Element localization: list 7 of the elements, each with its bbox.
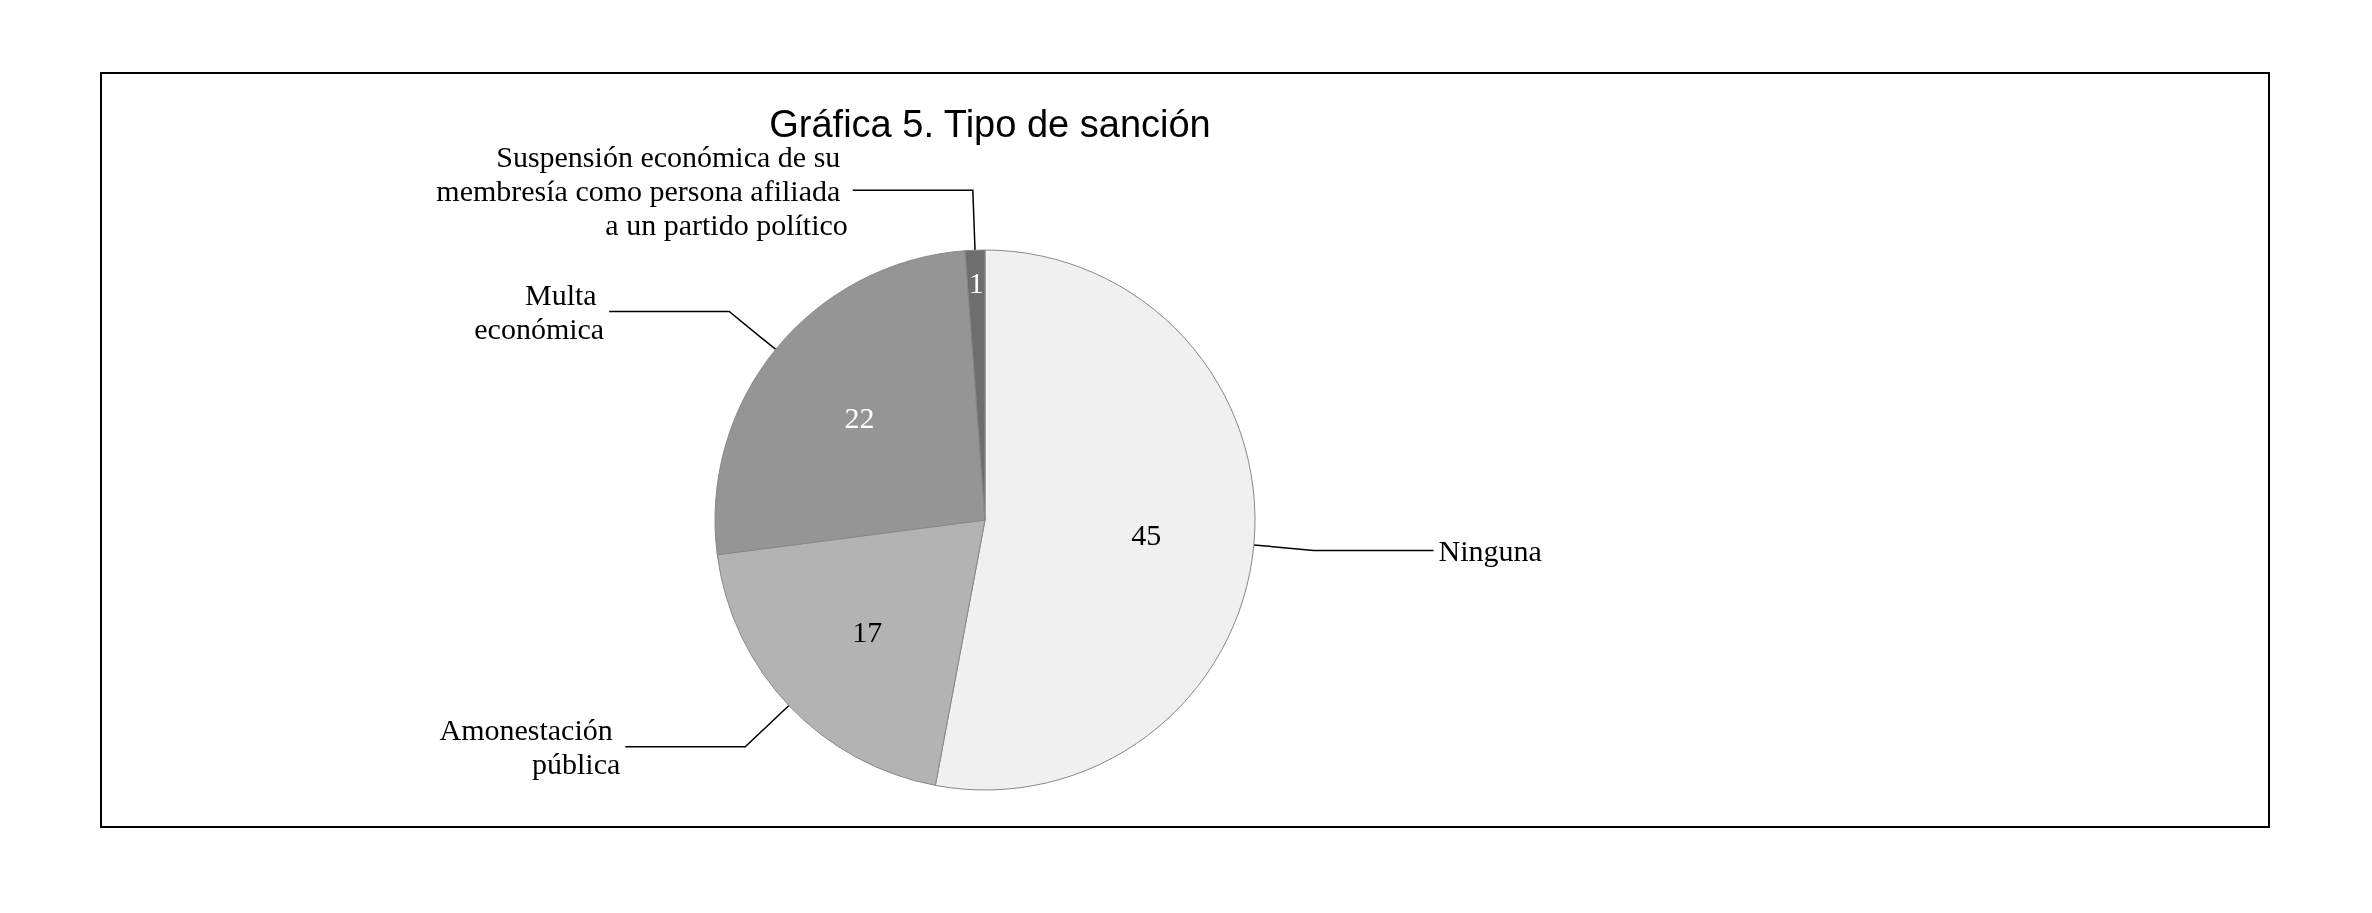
data-label: 45 (1131, 518, 1162, 552)
slice-label: Amonestación pública (439, 713, 621, 781)
data-label: 17 (852, 614, 883, 648)
data-label: 22 (844, 401, 875, 435)
slice-label: Ninguna (1438, 533, 1542, 567)
data-label: 1 (968, 266, 984, 300)
slice-label: Multa económica (474, 278, 605, 346)
